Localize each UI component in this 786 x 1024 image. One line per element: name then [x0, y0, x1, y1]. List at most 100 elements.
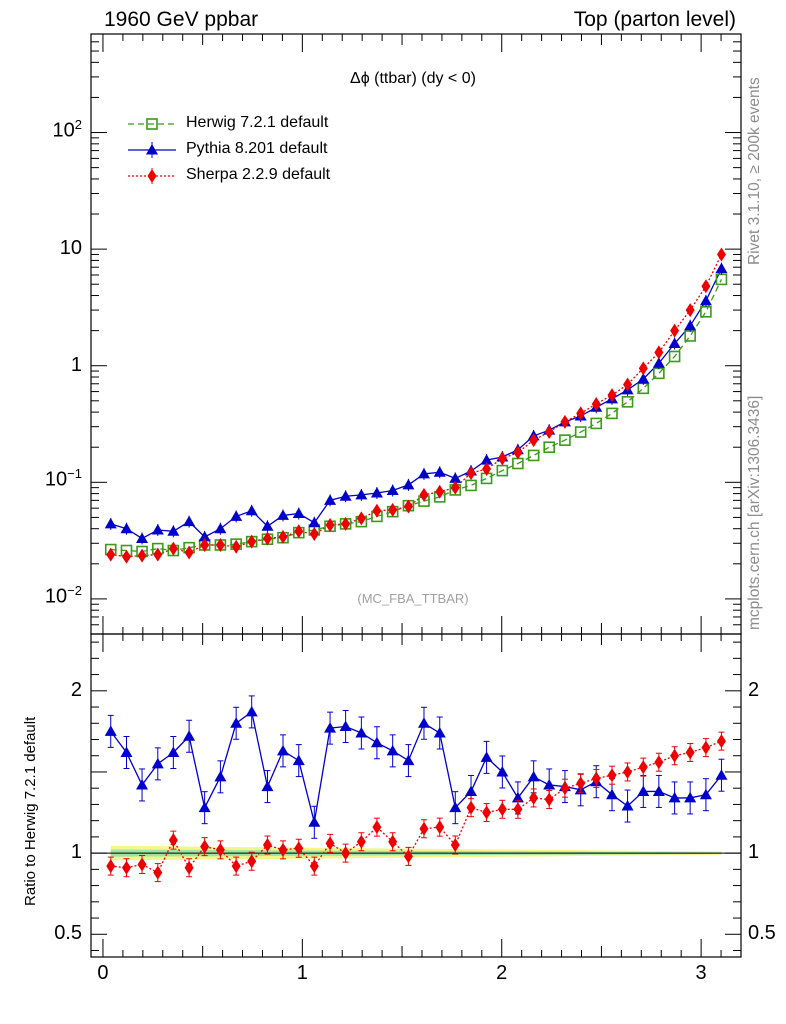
ratio-point-s1-35	[654, 755, 664, 770]
ratio-point-s1-0	[106, 859, 116, 874]
ratio-point-s1-39	[716, 734, 726, 749]
plot-frames	[90, 33, 742, 958]
main-point-s1-39	[715, 262, 728, 274]
main-point-s2-10	[262, 531, 272, 546]
main-point-s2-1	[121, 549, 131, 564]
main-point-s2-27	[529, 433, 539, 448]
main-point-s1-38	[699, 294, 712, 306]
main-point-s1-2	[136, 532, 149, 543]
main-point-s2-21	[435, 484, 445, 499]
xtick-label-2: 2	[496, 962, 508, 984]
main-point-s1-6	[198, 530, 211, 542]
plot-title: Δϕ (ttbar) (dy < 0)	[350, 70, 476, 87]
ratio-point-s0-38	[699, 788, 712, 800]
main-ytick-label-2: 1	[70, 353, 82, 376]
main-point-s2-5	[184, 545, 194, 560]
legend-marker-1	[146, 144, 158, 155]
legend-label-pythia: Pythia 8.201 default	[186, 140, 328, 157]
main-point-s1-20	[417, 467, 430, 479]
ratio-point-s1-15	[341, 846, 351, 861]
ratio-point-s1-21	[435, 820, 445, 835]
main-point-s2-33	[623, 377, 633, 392]
main-point-s2-13	[309, 527, 319, 542]
ratio-point-s1-26	[513, 802, 523, 817]
ratio-point-s1-3	[153, 865, 163, 880]
main-point-s2-20	[419, 487, 429, 502]
ratio-point-s1-37	[685, 745, 695, 760]
ratio-point-s1-13	[309, 859, 319, 874]
ratio-point-s1-23	[466, 800, 476, 815]
ratio-ytick-label-right-0: 0.5	[748, 922, 776, 945]
ratio-point-s1-2	[137, 857, 147, 872]
main-point-s1-10	[261, 520, 274, 531]
ratio-point-s1-32	[607, 768, 617, 783]
main-point-s1-15	[339, 490, 352, 501]
main-point-s2-31	[591, 396, 601, 411]
ratio-point-s1-6	[200, 839, 210, 854]
legend-marker-2	[147, 169, 157, 183]
main-point-s2-16	[356, 511, 366, 526]
ratio-point-s0-28	[543, 778, 556, 790]
main-point-s1-1	[120, 522, 133, 534]
ratio-point-s0-27	[527, 770, 540, 782]
main-point-s0-38	[700, 306, 712, 318]
ratio-point-s0-11	[277, 744, 290, 756]
ratio-point-s1-22	[450, 838, 460, 853]
ratio-point-s1-9	[247, 854, 257, 869]
ratio-point-s0-34	[637, 785, 650, 796]
ratio-point-s1-14	[325, 836, 335, 851]
ratio-point-s0-22	[449, 801, 462, 813]
main-ytick-label-4-base: 10	[52, 119, 75, 142]
ratio-point-s1-16	[356, 834, 366, 849]
main-point-s1-18	[386, 484, 399, 496]
ratio-point-s1-12	[294, 841, 304, 856]
main-point-s1-12	[292, 507, 305, 519]
legend-label-sherpa: Sherpa 2.2.9 default	[186, 166, 331, 183]
main-line-series-2	[110, 254, 723, 558]
main-line-series-1	[110, 268, 723, 540]
main-point-s0-23	[465, 479, 477, 492]
ratio-point-s0-3	[151, 757, 164, 769]
main-point-s2-29	[560, 414, 570, 429]
ratio-point-s0-4	[167, 746, 180, 757]
ratio-point-s0-33	[621, 800, 634, 811]
ratio-point-s0-25	[496, 765, 509, 777]
ratio-point-s1-19	[403, 849, 413, 864]
main-ytick-label-0: 10−2	[45, 583, 82, 609]
ratio-point-s1-4	[168, 833, 178, 848]
main-point-s0-27	[527, 449, 540, 462]
main-point-s2-35	[654, 345, 664, 360]
main-point-s2-18	[388, 502, 398, 517]
main-point-s2-7	[215, 537, 225, 552]
main-point-s0-28	[543, 441, 555, 454]
xtick-label-3: 3	[695, 962, 707, 984]
ratio-point-s1-20	[419, 821, 429, 836]
ratio-ytick-label-right-2: 2	[748, 678, 760, 701]
main-point-s1-13	[308, 516, 321, 528]
main-point-s1-11	[277, 509, 290, 520]
ratio-point-s0-12	[292, 754, 305, 766]
main-point-s2-14	[325, 518, 335, 533]
main-point-s0-25	[496, 464, 509, 477]
main-point-s1-9	[245, 504, 258, 516]
main-point-s1-17	[370, 486, 383, 498]
main-point-s1-19	[402, 478, 415, 490]
ratio-point-s0-8	[230, 717, 243, 728]
ratio-point-s0-32	[605, 788, 618, 800]
main-point-s2-3	[153, 547, 163, 562]
ratio-point-s0-0	[104, 725, 117, 736]
ratio-point-s0-9	[245, 705, 258, 717]
data-markers	[104, 247, 728, 883]
main-point-s2-15	[341, 516, 351, 531]
main-ytick-label-1: 10−1	[45, 466, 82, 492]
ratio-point-s1-30	[576, 776, 586, 791]
ratio-point-s1-7	[215, 842, 225, 857]
ratio-line-series-1	[110, 740, 722, 874]
main-ytick-label-4: 102	[53, 117, 82, 143]
main-point-s2-0	[106, 547, 116, 562]
ratio-point-s0-37	[684, 791, 697, 803]
main-point-s2-4	[168, 541, 178, 556]
analysis-label: (MC_FBA_TTBAR)	[357, 591, 469, 606]
main-ytick-label-0-base: 10	[44, 585, 68, 608]
main-point-s1-22	[449, 472, 462, 483]
